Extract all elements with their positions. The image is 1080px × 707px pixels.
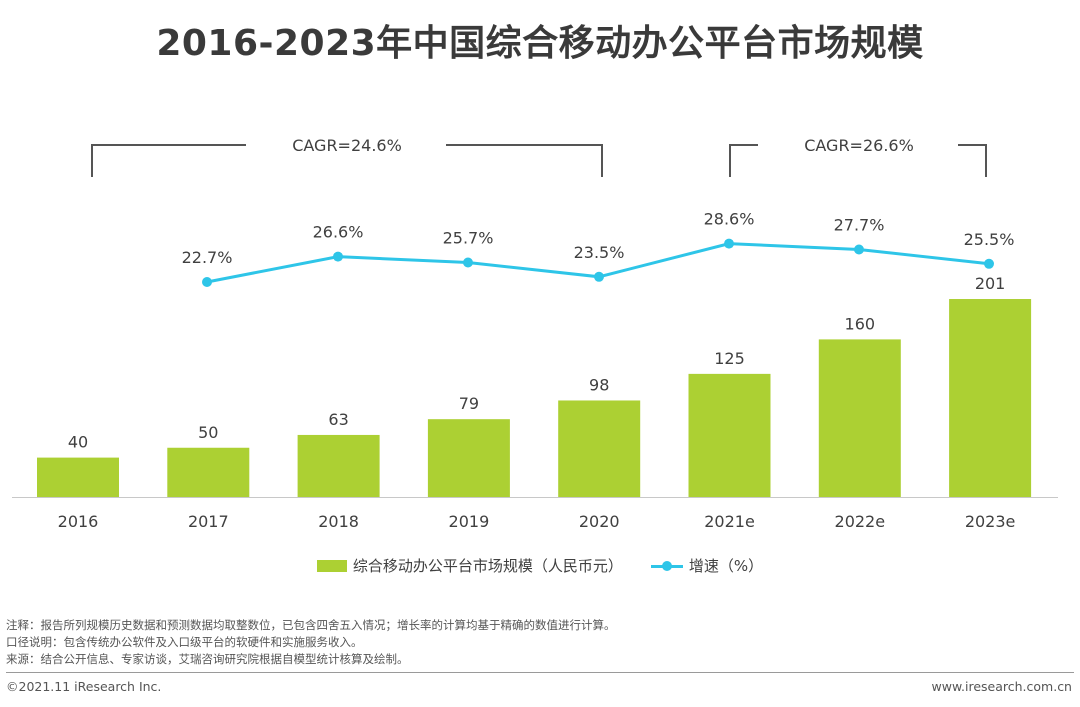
bar-value-label: 50 bbox=[198, 423, 218, 442]
bar bbox=[427, 419, 510, 497]
bracket-right bbox=[958, 144, 987, 177]
note-line: 来源：结合公开信息、专家访谈，艾瑞咨询研究院根据自模型统计核算及绘制。 bbox=[6, 652, 409, 666]
growth-point bbox=[854, 244, 864, 255]
x-tick-label: 2020 bbox=[579, 512, 620, 531]
legend: 综合移动办公平台市场规模（人民币元） 增速（%） bbox=[0, 555, 1080, 576]
growth-point bbox=[594, 271, 604, 282]
growth-value-label: 25.7% bbox=[443, 229, 494, 248]
copyright: ©2021.11 iResearch Inc. bbox=[6, 679, 162, 694]
cagr-label: CAGR=24.6% bbox=[292, 136, 402, 155]
chart-area: 40 2016 50 2017 63 2018 79 2019 98 2020 125 2021e 16… bbox=[12, 136, 1058, 531]
growth-point bbox=[984, 258, 994, 269]
growth-point bbox=[724, 238, 734, 249]
bar bbox=[558, 400, 641, 497]
legend-item-line[interactable]: 增速（%） bbox=[650, 555, 764, 576]
legend-item-bar[interactable]: 综合移动办公平台市场规模（人民币元） bbox=[316, 555, 623, 576]
x-tick-label: 2023e bbox=[965, 512, 1016, 531]
bar-value-label: 63 bbox=[328, 410, 348, 429]
legend-bar-swatch bbox=[316, 559, 347, 572]
growth-point bbox=[333, 251, 343, 262]
bar-value-label: 79 bbox=[459, 394, 479, 413]
bar bbox=[688, 373, 771, 497]
bracket-left bbox=[729, 144, 758, 177]
chart-title: 2016-2023年中国综合移动办公平台市场规模 bbox=[156, 23, 924, 64]
growth-point bbox=[463, 257, 473, 268]
bracket-right bbox=[446, 144, 603, 177]
growth-value-label: 25.5% bbox=[964, 230, 1015, 249]
note-line: 注释：报告所列规模历史数据和预测数据均取整数位，已包含四舍五入情况；增长率的计算… bbox=[6, 618, 616, 632]
legend-line-label: 增速（%） bbox=[688, 557, 764, 575]
bar bbox=[949, 299, 1032, 497]
bar bbox=[167, 447, 250, 497]
website-link[interactable]: www.iresearch.com.cn bbox=[931, 679, 1073, 694]
x-tick-label: 2019 bbox=[449, 512, 490, 531]
bar-value-label: 125 bbox=[714, 349, 745, 368]
bracket-left bbox=[91, 144, 246, 177]
bar bbox=[818, 339, 901, 497]
footer-divider bbox=[6, 672, 1074, 673]
note-line: 口径说明：包含传统办公软件及入口级平台的软硬件和实施服务收入。 bbox=[6, 635, 363, 649]
growth-point bbox=[202, 277, 212, 287]
growth-value-label: 22.7% bbox=[182, 248, 233, 267]
bar bbox=[297, 434, 380, 497]
legend-line-swatch bbox=[650, 560, 683, 572]
bar-value-label: 98 bbox=[589, 375, 609, 394]
growth-value-label: 28.6% bbox=[704, 210, 755, 229]
growth-value-label: 26.6% bbox=[313, 223, 364, 242]
x-tick-label: 2021e bbox=[704, 512, 755, 531]
x-tick-label: 2016 bbox=[58, 512, 99, 531]
bar-value-label: 201 bbox=[975, 274, 1006, 293]
x-tick-label: 2018 bbox=[318, 512, 359, 531]
cagr-label: CAGR=26.6% bbox=[804, 136, 914, 155]
growth-value-label: 23.5% bbox=[574, 243, 625, 262]
notes: 注释：报告所列规模历史数据和预测数据均取整数位，已包含四舍五入情况；增长率的计算… bbox=[6, 617, 616, 668]
x-tick-label: 2022e bbox=[835, 512, 886, 531]
cagr-bracket: CAGR=24.6% bbox=[91, 136, 603, 177]
bar-value-label: 160 bbox=[845, 314, 876, 333]
bar bbox=[37, 457, 119, 497]
legend-bar-label: 综合移动办公平台市场规模（人民币元） bbox=[352, 557, 623, 575]
growth-value-label: 27.7% bbox=[834, 216, 885, 235]
x-tick-label: 2017 bbox=[188, 512, 229, 531]
cagr-bracket: CAGR=26.6% bbox=[729, 136, 987, 177]
bar-value-label: 40 bbox=[68, 433, 88, 452]
